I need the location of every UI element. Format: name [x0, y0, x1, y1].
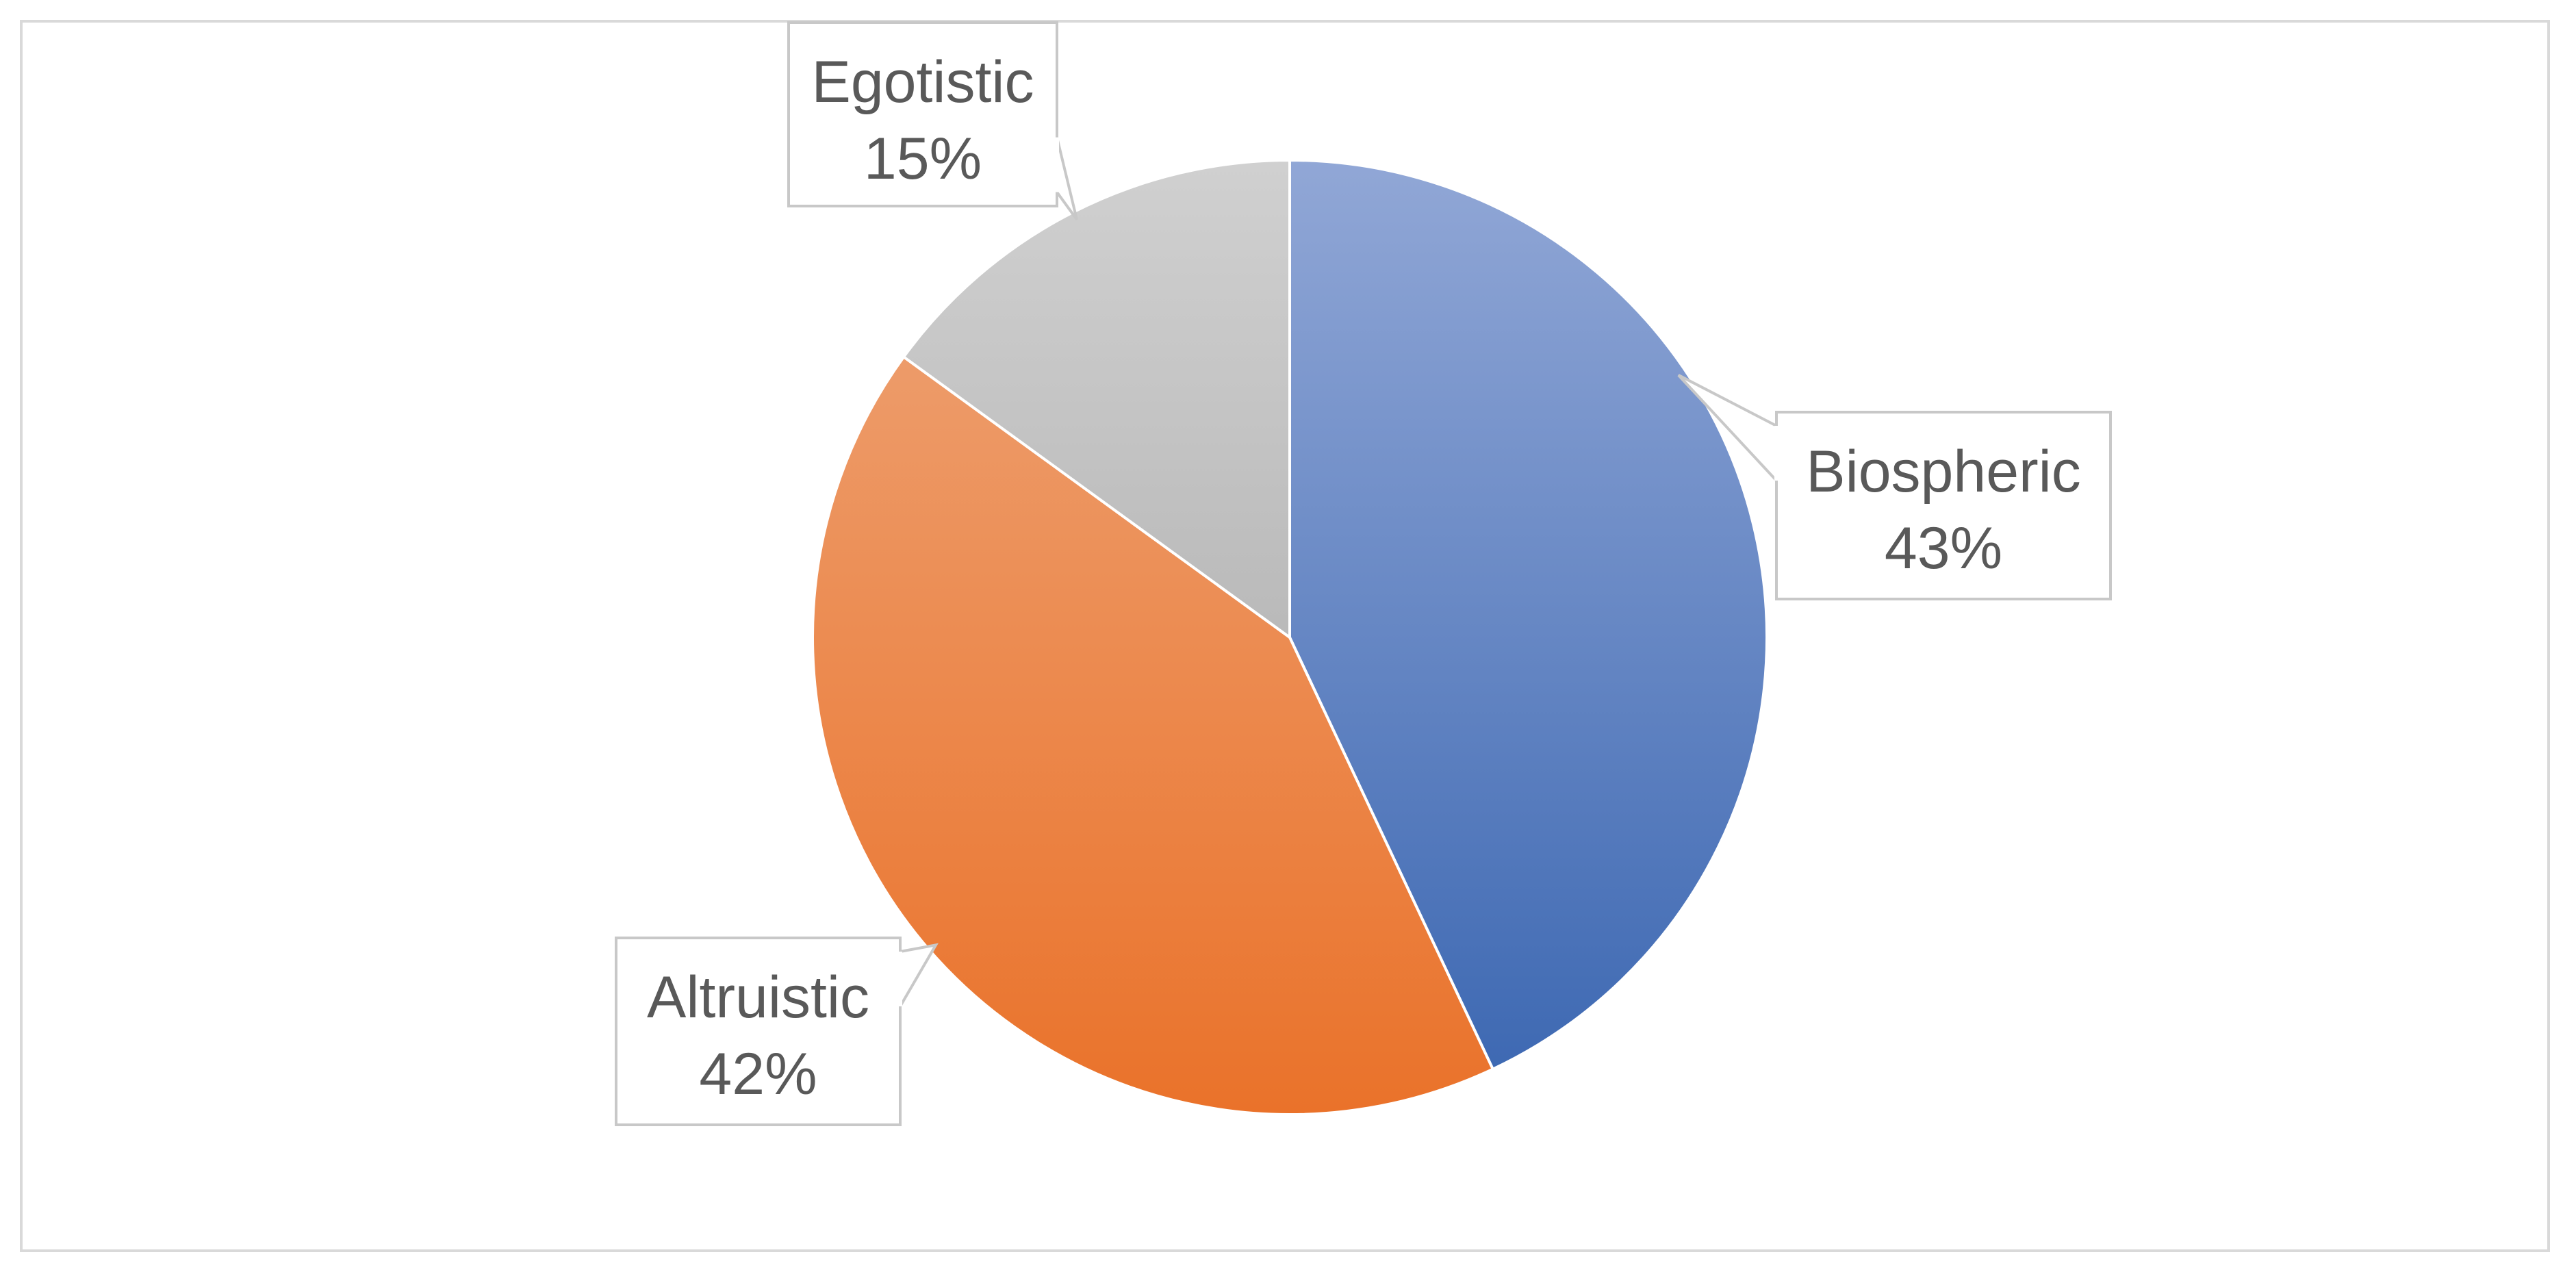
callout-box — [787, 21, 1058, 207]
callout-value-label: 15% — [864, 126, 982, 192]
callout-altruistic: Altruistic 42% — [615, 937, 939, 1126]
data-label-callouts: Biospheric 43% Altruistic 42% Egotistic 15% — [615, 21, 2112, 1126]
pie-slices — [811, 158, 1768, 1116]
callout-biospheric: Biospheric 43% — [1677, 374, 2112, 600]
pie-slice-biospheric — [1288, 158, 1768, 1071]
callout-category-label: Egotistic — [811, 49, 1034, 115]
callout-value-label: 42% — [699, 1041, 817, 1107]
callout-category-label: Biospheric — [1806, 439, 2081, 505]
callout-pointer — [1056, 137, 1078, 220]
callout-category-label: Altruistic — [647, 965, 869, 1030]
callout-pointer — [1677, 374, 1778, 482]
pie-slice-altruistic — [811, 355, 1495, 1116]
callout-pointer — [899, 943, 939, 1008]
callout-egotistic: Egotistic 15% — [787, 21, 1078, 220]
callout-value-label: 43% — [1885, 516, 2002, 581]
callout-box — [1775, 411, 2112, 600]
callout-box — [615, 937, 902, 1126]
